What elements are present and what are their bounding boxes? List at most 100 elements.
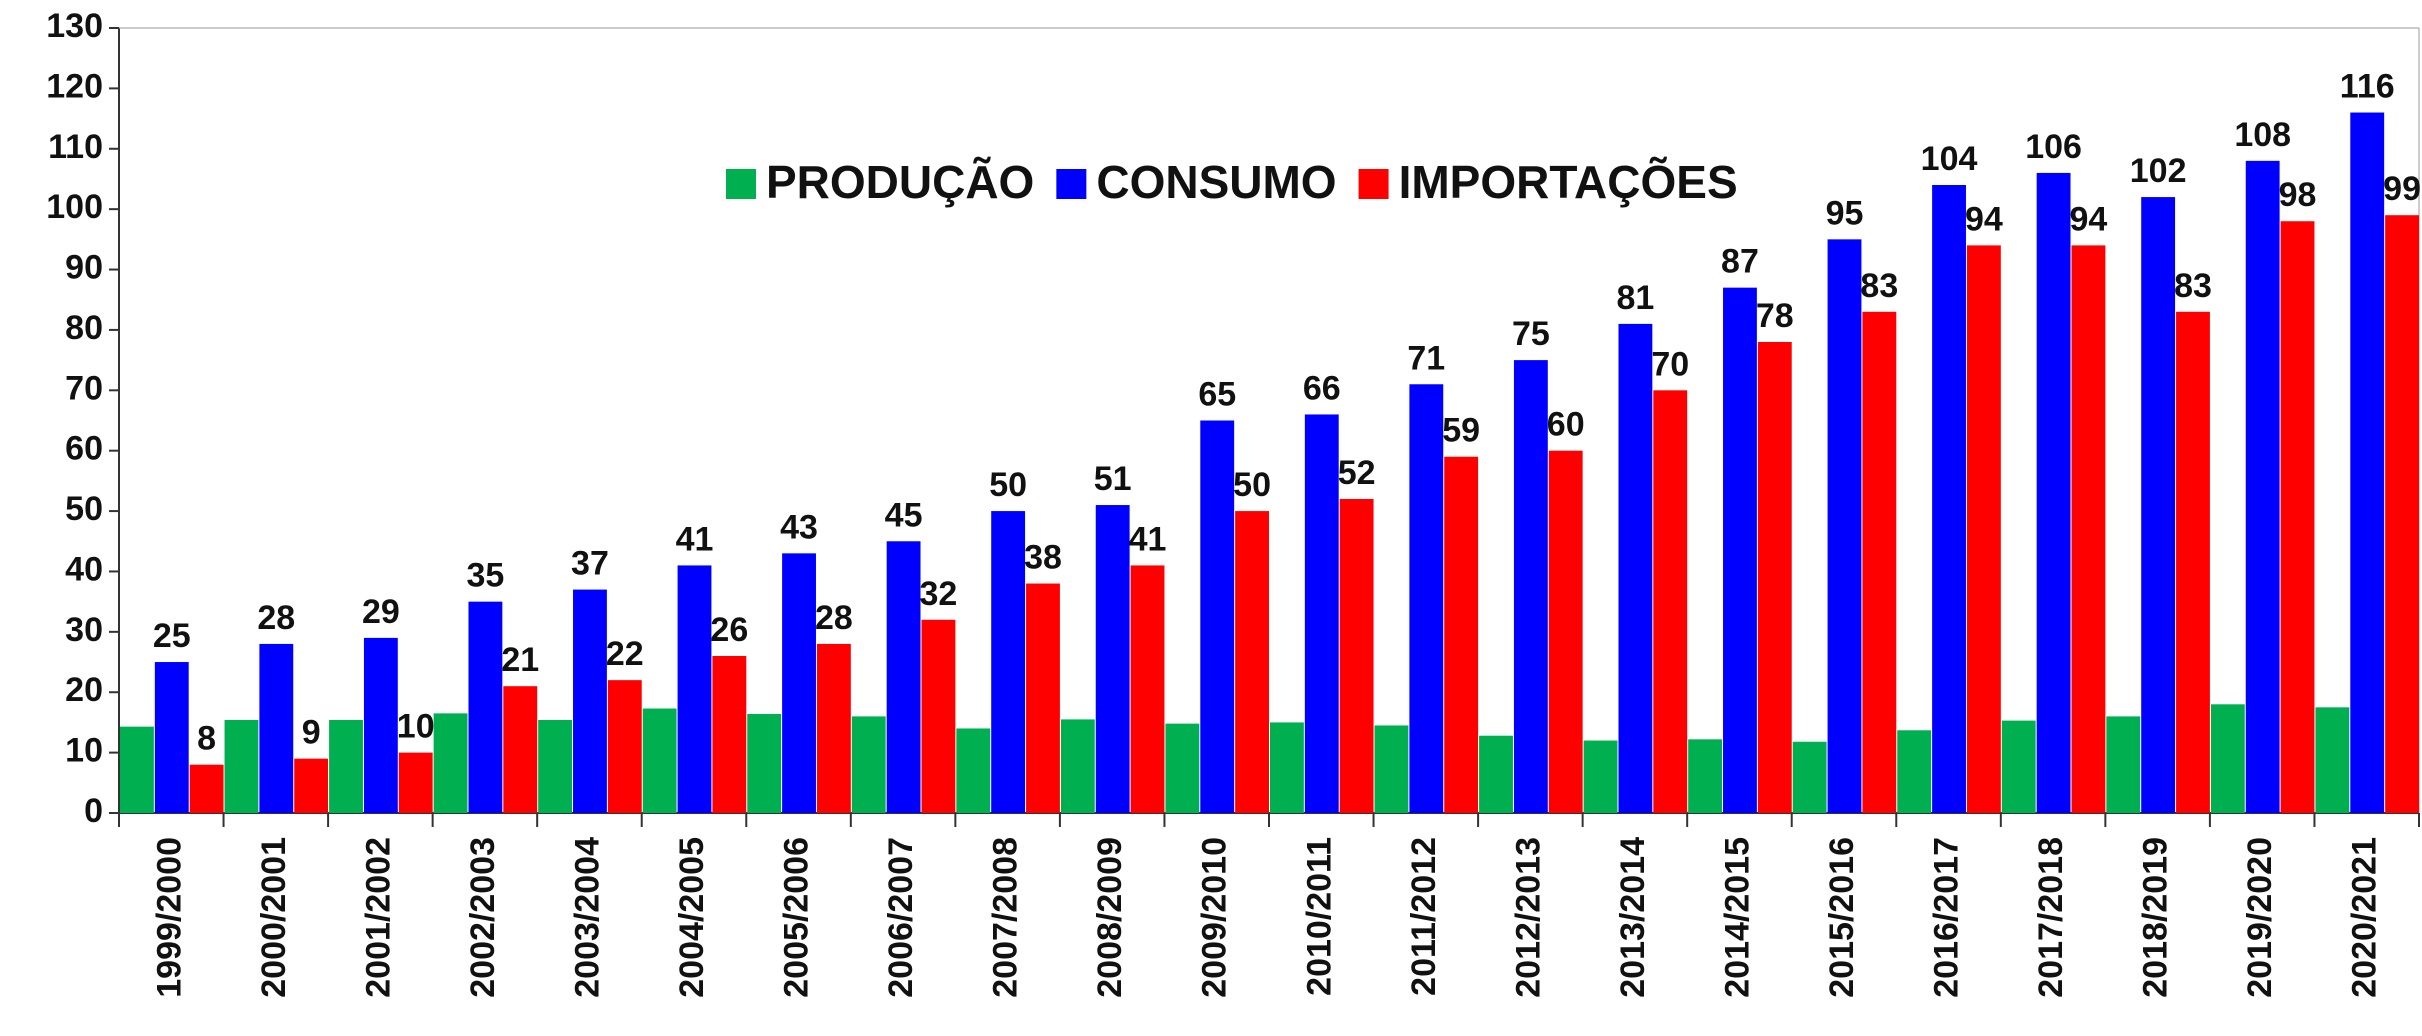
data-label: 35: [466, 557, 504, 595]
y-tick-label: 40: [65, 550, 103, 588]
bar: [1757, 342, 1792, 813]
bar: [1513, 360, 1548, 813]
bar: [956, 728, 991, 813]
data-label: 95: [1826, 194, 1864, 232]
data-label: 22: [606, 635, 644, 673]
y-tick-label: 90: [65, 249, 103, 287]
bar: [1653, 390, 1688, 813]
bar: [1235, 511, 1269, 813]
bar: [189, 764, 224, 813]
bar: [294, 758, 329, 813]
x-tick-label: 2002/2003: [464, 837, 502, 998]
x-tick-label: 1999/2000: [150, 837, 188, 998]
bar: [2210, 704, 2245, 813]
y-tick-label: 130: [46, 7, 103, 45]
bar: [1130, 565, 1165, 813]
x-tick-label: 2014/2015: [1718, 837, 1756, 998]
legend-label: CONSUMO: [1096, 156, 1336, 208]
data-label: 41: [1129, 520, 1167, 558]
bar: [468, 601, 503, 813]
bar: [2106, 716, 2141, 813]
bar: [1966, 245, 2001, 813]
data-label: 28: [257, 599, 295, 637]
bar: [1165, 723, 1200, 813]
y-tick-label: 70: [65, 369, 103, 407]
legend-swatch: [1358, 169, 1389, 199]
y-tick-label: 50: [65, 490, 103, 528]
x-tick-label: 2010/2011: [1300, 837, 1338, 996]
bar: [816, 643, 851, 813]
data-label: 83: [2174, 267, 2212, 305]
data-label: 50: [989, 466, 1027, 504]
data-label: 94: [1965, 200, 2003, 238]
data-label: 45: [885, 496, 923, 534]
bar: [154, 662, 189, 813]
bar: [1792, 741, 1827, 813]
bar: [2036, 172, 2071, 813]
bar: [1618, 323, 1653, 813]
bar: [747, 713, 782, 813]
x-tick-label: 2004/2005: [673, 837, 711, 998]
bar: [1409, 384, 1444, 813]
bar: [607, 680, 642, 813]
bar: [1479, 735, 1513, 813]
data-label: 116: [2340, 68, 2395, 106]
data-label: 81: [1616, 279, 1654, 317]
bar: [398, 752, 433, 813]
bar: [503, 686, 538, 813]
bar: [1339, 499, 1374, 813]
data-label: 108: [2234, 116, 2291, 154]
data-label: 59: [1442, 412, 1480, 450]
legend-swatch: [1056, 169, 1087, 199]
bar: [433, 713, 468, 813]
x-tick-label: 2013/2014: [1614, 837, 1652, 998]
bar: [2141, 197, 2176, 814]
bar: [1095, 505, 1130, 813]
data-label: 37: [571, 545, 609, 583]
bar: [1060, 719, 1095, 813]
bar: [1374, 725, 1409, 813]
x-tick-label: 2005/2006: [778, 837, 816, 998]
bar: [1026, 583, 1060, 813]
bar: [2071, 245, 2106, 813]
data-label: 102: [2130, 152, 2187, 190]
bar: [224, 720, 259, 813]
bar: [1723, 287, 1757, 814]
bar: [363, 637, 398, 813]
bar: [677, 565, 712, 813]
data-label: 70: [1651, 345, 1689, 383]
bar: [782, 553, 816, 813]
bar: [886, 541, 921, 813]
data-label: 38: [1024, 539, 1062, 577]
bar: [2315, 707, 2350, 813]
data-label: 52: [1338, 454, 1376, 492]
bar: [2176, 311, 2210, 813]
data-label: 8: [197, 720, 216, 758]
bar: [642, 708, 677, 813]
x-tick-label: 2019/2020: [2241, 837, 2279, 998]
data-label: 28: [815, 599, 853, 637]
bar: [1932, 185, 1966, 813]
data-label: 104: [1921, 140, 1978, 178]
data-label: 98: [2279, 176, 2317, 214]
data-label: 43: [780, 508, 818, 546]
data-label: 78: [1756, 297, 1794, 335]
bar: [851, 716, 886, 813]
x-tick-label: 2007/2008: [987, 837, 1025, 998]
data-label: 25: [153, 617, 191, 655]
bar: [2001, 720, 2036, 813]
x-tick-label: 2012/2013: [1509, 837, 1547, 998]
data-label: 21: [501, 641, 539, 679]
data-label: 66: [1303, 369, 1341, 407]
bar: [329, 720, 363, 813]
data-label: 99: [2383, 170, 2421, 208]
data-label: 75: [1512, 315, 1550, 353]
data-label: 65: [1198, 375, 1236, 413]
x-tick-label: 2016/2017: [1928, 837, 1966, 998]
y-tick-label: 110: [48, 128, 103, 166]
x-tick-label: 2009/2010: [1196, 837, 1234, 998]
data-label: 87: [1721, 243, 1759, 281]
legend-label: PRODUÇÃO: [766, 156, 1034, 208]
legend-label: IMPORTAÇÕES: [1399, 156, 1738, 208]
